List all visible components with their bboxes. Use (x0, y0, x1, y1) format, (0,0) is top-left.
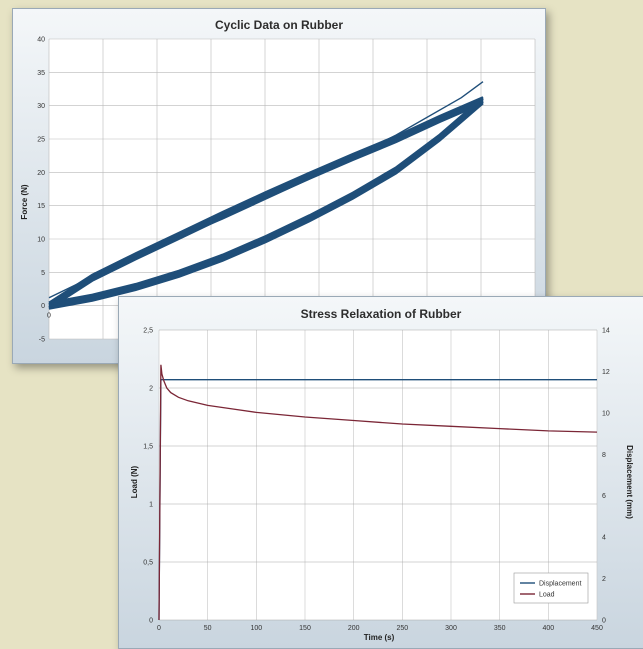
y-tick-label: 1 (149, 502, 153, 509)
y-tick-label: 10 (37, 237, 45, 244)
y-tick-label: 40 (37, 37, 45, 44)
legend: Displacement Load (513, 572, 589, 604)
loading-curve (48, 102, 484, 310)
unloading-curve (48, 102, 484, 310)
relaxation-chart: Stress Relaxation of Rubber 0 0,5 1 1,5 2 2,5… (130, 307, 634, 642)
y-tick-label: 25 (37, 137, 45, 144)
x-tick-label: 300 (445, 625, 457, 632)
x-tick-label: 150 (299, 625, 311, 632)
y-tick-label: 0 (41, 303, 45, 310)
loading-curve (48, 97, 484, 306)
y-tick-label: 5 (41, 270, 45, 277)
legend-label-displacement: Displacement (539, 581, 581, 588)
y-tick-label: 15 (37, 203, 45, 210)
y-tick-label: 2,5 (143, 328, 153, 335)
y-tick-label: 0,5 (143, 560, 153, 567)
y2-axis-label: Displacement (mm) (625, 445, 634, 519)
chart-title: Cyclic Data on Rubber (215, 18, 343, 32)
y2-tick-label: 0 (602, 618, 606, 625)
x-tick-label: 350 (494, 625, 506, 632)
series-load-line (158, 364, 598, 621)
y-tick-label: 1,5 (143, 444, 153, 451)
x-tick-label: 50 (204, 625, 212, 632)
y2-tick-label: 12 (602, 369, 610, 376)
y2-tick-label: 10 (602, 410, 610, 417)
cyclic-chart-panel: Cyclic Data on Rubber -5 0 5 10 15 20 25 30 35 40… (12, 8, 546, 364)
y-tick-label: 35 (37, 70, 45, 77)
y-tick-label: -5 (39, 337, 45, 344)
y-tick-label: 2 (149, 386, 153, 393)
x-tick-label: 0 (47, 313, 51, 320)
cyclic-chart: Cyclic Data on Rubber -5 0 5 10 15 20 25 30 35 40… (20, 18, 536, 344)
loading-curve (48, 99, 484, 307)
unloading-curve (48, 100, 484, 309)
x-tick-label: 400 (542, 625, 554, 632)
legend-box (513, 572, 589, 604)
x-tick-label: 0 (157, 625, 161, 632)
y-tick-label: 0 (149, 618, 153, 625)
x-tick-label: 100 (250, 625, 262, 632)
x-axis-label: Time (s) (364, 633, 395, 642)
legend-label-load: Load (539, 592, 555, 599)
y2-tick-label: 8 (602, 452, 606, 459)
y-axis-label: Force (N) (20, 184, 29, 219)
loading-curve (48, 100, 484, 309)
y2-tick-label: 2 (602, 576, 606, 583)
x-tick-label: 200 (348, 625, 360, 632)
y-tick-label: 30 (37, 103, 45, 110)
chart-title: Stress Relaxation of Rubber (301, 307, 462, 321)
y2-tick-label: 6 (602, 493, 606, 500)
plot-area (159, 330, 597, 620)
loading-curve (48, 96, 484, 304)
y2-tick-label: 4 (602, 535, 606, 542)
y-axis-label: Load (N) (130, 465, 139, 498)
x-tick-label: 450 (591, 625, 603, 632)
y-tick-label: 20 (37, 170, 45, 177)
relaxation-chart-panel: Stress Relaxation of Rubber 0 0,5 1 1,5 2 2,5… (118, 296, 643, 649)
unloading-curve (48, 96, 484, 304)
y2-tick-label: 14 (602, 328, 610, 335)
x-tick-label: 250 (396, 625, 408, 632)
first-cycle-curve (48, 81, 484, 299)
